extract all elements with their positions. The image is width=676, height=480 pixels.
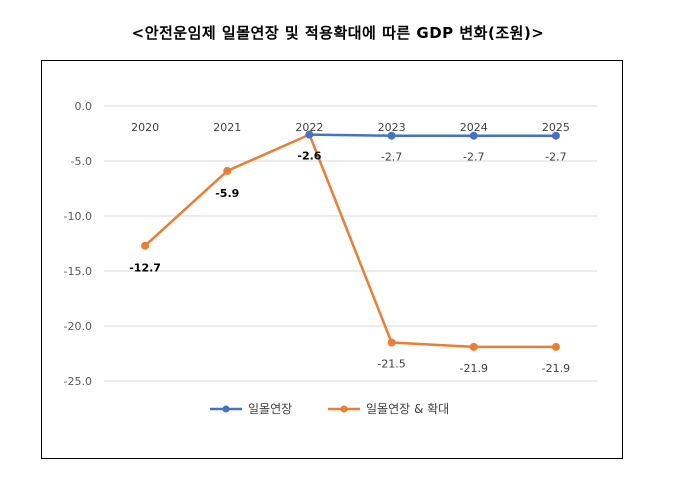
legend-label: 일몰연장 & 확대: [366, 402, 449, 416]
series-marker: [469, 342, 478, 351]
y-tick-label: -20.0: [64, 320, 92, 333]
legend-label: 일몰연장: [248, 402, 292, 416]
x-tick-label: 2020: [131, 121, 159, 134]
series-marker: [387, 338, 396, 347]
data-label: -5.9: [215, 187, 239, 200]
data-label: -2.7: [463, 151, 484, 164]
series-line: [144, 133, 556, 349]
y-tick-label: -10.0: [64, 210, 92, 223]
series-marker: [551, 131, 560, 140]
x-tick-label: 2025: [542, 121, 570, 134]
x-tick-label: 2023: [378, 121, 406, 134]
data-label: -21.9: [460, 362, 488, 375]
x-tick-label: 2022: [295, 121, 323, 134]
series-marker: [469, 131, 478, 140]
series-marker: [387, 131, 396, 140]
x-tick-label: 2021: [213, 121, 241, 134]
y-tick-label: -25.0: [64, 375, 92, 388]
legend-marker: [340, 405, 348, 413]
series-marker: [305, 130, 314, 139]
data-label: -2.6: [297, 150, 321, 163]
chart-frame: [41, 60, 623, 459]
x-tick-label: 2024: [460, 121, 488, 134]
data-label: -21.9: [542, 362, 570, 375]
series-marker: [223, 166, 232, 175]
y-tick-label: -15.0: [64, 265, 92, 278]
data-label: -12.7: [129, 262, 161, 275]
y-tick-label: 0.0: [75, 100, 93, 113]
data-label: -21.5: [377, 358, 405, 371]
chart-title: <안전운임제 일몰연장 및 적용확대에 따른 GDP 변화(조원)>: [131, 24, 545, 42]
y-tick-label: -5.0: [71, 155, 92, 168]
data-label: -2.7: [545, 151, 566, 164]
legend-marker: [222, 405, 230, 413]
series-marker: [551, 342, 560, 351]
series-marker: [141, 241, 150, 250]
series-line: [309, 133, 556, 137]
data-label: -2.7: [381, 151, 402, 164]
